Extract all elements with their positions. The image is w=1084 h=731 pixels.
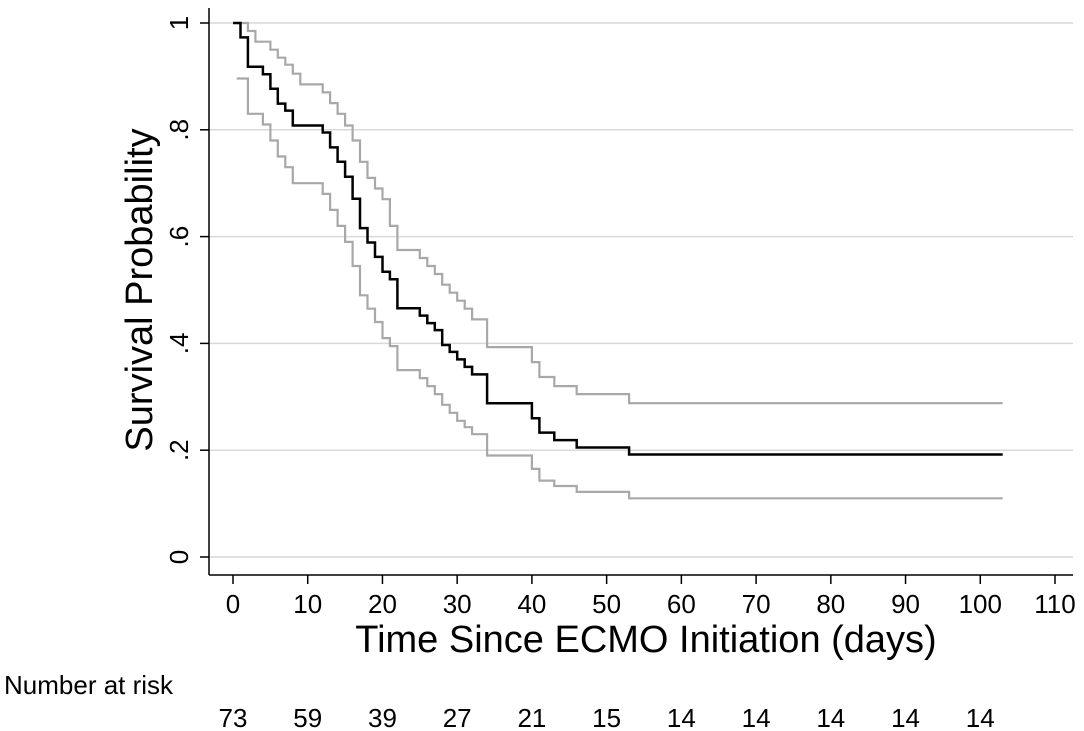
axes [208, 8, 1073, 576]
y-tick-label: .4 [164, 333, 194, 355]
y-ticks: 0 .2 .4 .6 .8 1 [164, 16, 209, 564]
upper-ci-line [236, 21, 1003, 405]
x-tick-label: 90 [891, 589, 920, 619]
x-tick-label: 100 [959, 589, 1002, 619]
y-tick-label: .8 [164, 119, 194, 141]
x-tick-label: 50 [592, 589, 621, 619]
y-tick-label: .6 [164, 226, 194, 248]
risk-table-label: Number at risk [4, 670, 174, 700]
risk-table-value: 27 [443, 703, 472, 731]
risk-table-values: 73 59 39 27 21 15 14 14 14 14 14 [219, 703, 995, 731]
y-tick-label: 1 [164, 16, 194, 30]
y-tick-label: 0 [164, 550, 194, 564]
risk-table-value: 59 [293, 703, 322, 731]
risk-table-value: 14 [966, 703, 995, 731]
x-tick-label: 10 [293, 589, 322, 619]
x-axis-label: Time Since ECMO Initiation (days) [355, 619, 936, 661]
lower-ci-line [236, 77, 1003, 500]
risk-table-value: 14 [816, 703, 845, 731]
series-layer [233, 21, 1003, 500]
x-ticks: 0 10 20 30 40 50 60 70 80 90 100 110 [226, 575, 1076, 619]
x-tick-label: 0 [226, 589, 240, 619]
x-tick-label: 70 [742, 589, 771, 619]
x-tick-label: 110 [1034, 589, 1075, 619]
risk-table-value: 14 [891, 703, 920, 731]
risk-table-value: 73 [219, 703, 248, 731]
risk-table-value: 21 [517, 703, 546, 731]
y-axis-label: Survival Probability [119, 128, 161, 451]
risk-table-value: 39 [368, 703, 397, 731]
risk-table-value: 15 [592, 703, 621, 731]
x-tick-label: 80 [816, 589, 845, 619]
survival-estimate-line [233, 21, 1003, 456]
risk-table-value: 14 [667, 703, 696, 731]
x-tick-label: 60 [667, 589, 696, 619]
y-tick-label: .2 [164, 439, 194, 461]
risk-table-value: 14 [742, 703, 771, 731]
x-tick-label: 40 [517, 589, 546, 619]
x-tick-label: 20 [368, 589, 397, 619]
x-tick-label: 30 [443, 589, 472, 619]
